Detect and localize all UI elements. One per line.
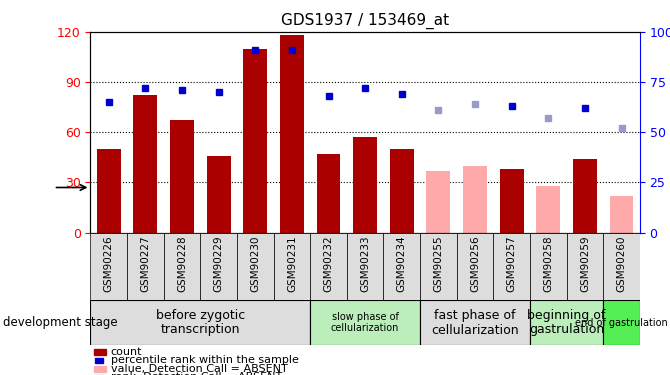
Text: GSM90228: GSM90228 — [177, 236, 187, 292]
Text: beginning of
gastrulation: beginning of gastrulation — [527, 309, 606, 336]
Text: GSM90230: GSM90230 — [251, 236, 260, 292]
Bar — [127, 232, 163, 300]
Bar — [537, 186, 560, 232]
Text: count: count — [111, 347, 142, 357]
Bar — [610, 196, 633, 232]
Text: value, Detection Call = ABSENT: value, Detection Call = ABSENT — [111, 364, 287, 374]
Text: GSM90258: GSM90258 — [543, 236, 553, 292]
Bar — [603, 232, 640, 300]
Text: GSM90234: GSM90234 — [397, 236, 407, 292]
Bar — [207, 156, 230, 232]
Text: rank, Detection Call = ABSENT: rank, Detection Call = ABSENT — [111, 372, 282, 375]
Bar — [603, 300, 640, 345]
Text: GSM90231: GSM90231 — [287, 236, 297, 292]
Bar — [493, 232, 530, 300]
Bar — [97, 149, 121, 232]
Text: end of gastrulation: end of gastrulation — [575, 318, 668, 327]
Bar — [347, 232, 383, 300]
Text: GSM90257: GSM90257 — [507, 236, 517, 292]
Bar — [310, 232, 347, 300]
Bar — [310, 300, 420, 345]
Bar — [420, 232, 457, 300]
Bar — [457, 232, 493, 300]
Bar — [237, 232, 273, 300]
Text: slow phase of
cellularization: slow phase of cellularization — [331, 312, 399, 333]
Text: GSM90229: GSM90229 — [214, 236, 224, 292]
Bar — [353, 137, 377, 232]
Bar — [133, 95, 157, 232]
Bar — [280, 35, 304, 232]
Bar — [420, 300, 530, 345]
Text: GSM90232: GSM90232 — [324, 236, 334, 292]
Text: before zygotic
transcription: before zygotic transcription — [155, 309, 245, 336]
Text: GSM90233: GSM90233 — [360, 236, 370, 292]
Bar — [463, 166, 487, 232]
Bar — [90, 300, 310, 345]
Bar — [170, 120, 194, 232]
Bar — [500, 169, 523, 232]
Bar — [243, 49, 267, 232]
Bar — [530, 300, 603, 345]
Bar — [273, 232, 310, 300]
Bar — [530, 232, 567, 300]
Bar — [383, 232, 420, 300]
Bar — [427, 171, 450, 232]
Bar — [567, 232, 603, 300]
Text: fast phase of
cellularization: fast phase of cellularization — [431, 309, 519, 336]
Text: GSM90227: GSM90227 — [141, 236, 150, 292]
Title: GDS1937 / 153469_at: GDS1937 / 153469_at — [281, 13, 449, 29]
Text: GSM90259: GSM90259 — [580, 236, 590, 292]
Bar — [390, 149, 413, 232]
Bar — [90, 232, 127, 300]
Text: GSM90260: GSM90260 — [616, 236, 626, 292]
Bar — [573, 159, 597, 232]
Bar — [163, 232, 200, 300]
Text: percentile rank within the sample: percentile rank within the sample — [111, 356, 298, 365]
Bar — [200, 232, 237, 300]
Text: GSM90226: GSM90226 — [104, 236, 114, 292]
Bar — [317, 154, 340, 232]
Text: GSM90255: GSM90255 — [433, 236, 444, 292]
Text: GSM90256: GSM90256 — [470, 236, 480, 292]
Text: development stage: development stage — [3, 316, 118, 329]
